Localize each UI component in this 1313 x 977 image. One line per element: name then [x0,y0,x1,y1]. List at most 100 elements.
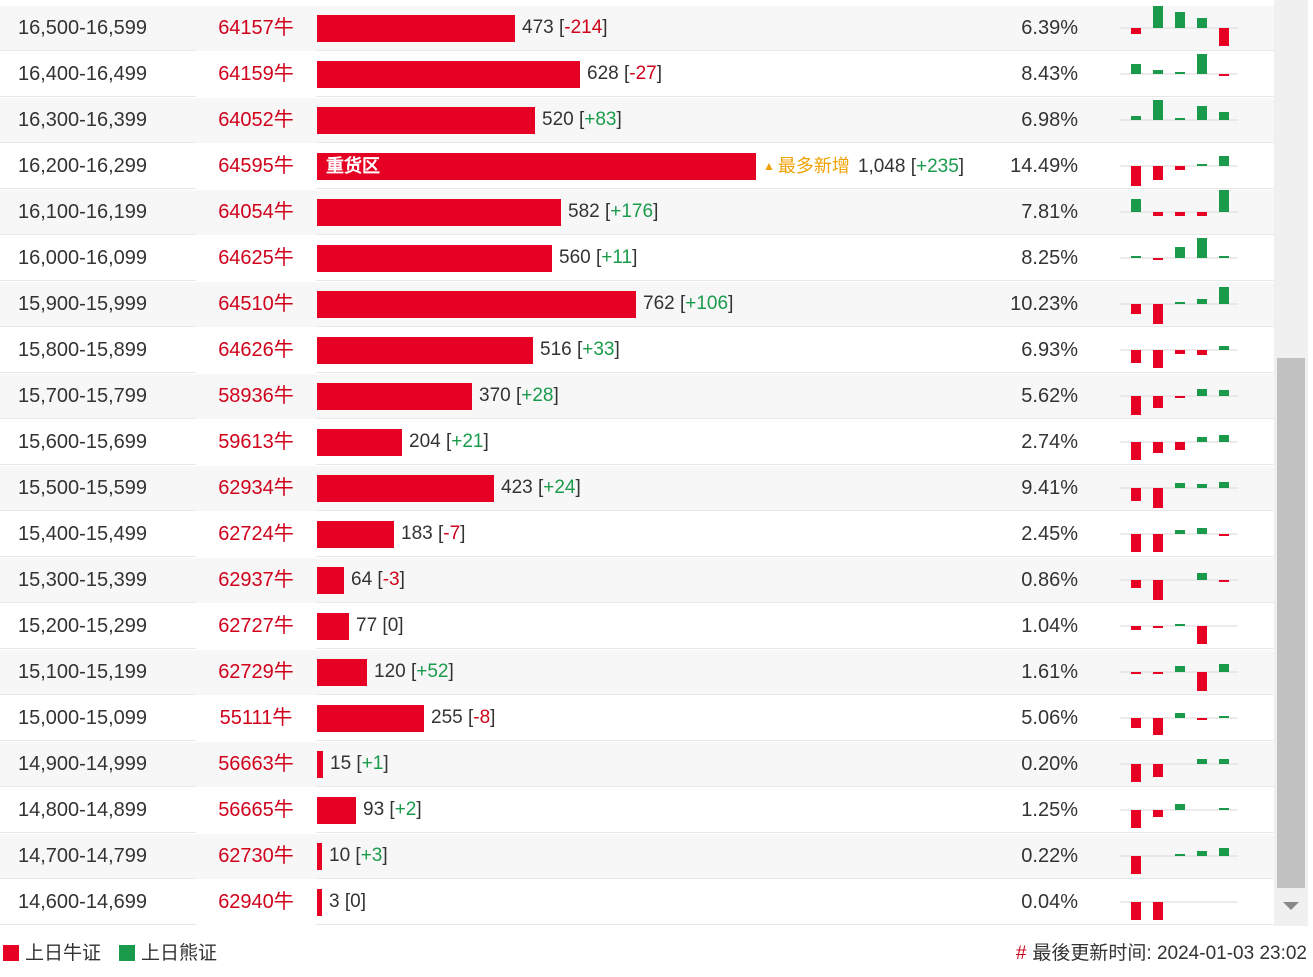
cbbc-code-link[interactable]: 62729牛 [196,650,316,695]
sparkline-bar [1175,302,1185,304]
sparkline-bar [1131,764,1141,782]
trend-sparkline [1120,156,1238,186]
cbbc-code-link[interactable]: 56663牛 [196,742,316,787]
count-change: +33 [582,339,615,360]
trend-sparkline [1120,287,1238,324]
table-row[interactable]: 14,600-14,699 62940牛 3 [0] 0.04% [0,880,1274,925]
sparkline-bar [1131,488,1141,501]
cbbc-code-link[interactable]: 64510牛 [196,282,316,327]
trend-sparkline [1120,624,1238,644]
strike-range: 15,400-15,499 [18,523,148,545]
vertical-scrollbar[interactable] [1274,0,1308,926]
table-row[interactable]: 15,500-15,599 62934牛 423 [+24] 9.41% [0,466,1274,511]
sparkline-bar [1175,854,1185,856]
trend-sparkline [1120,573,1238,600]
sparkline-bar [1175,212,1185,216]
cbbc-code-link[interactable]: 64054牛 [196,190,316,235]
cbbc-code-link[interactable]: 62724牛 [196,512,316,557]
percentage: 5.06% [1021,707,1078,729]
sparkline-bar [1131,166,1141,186]
count-change: -8 [473,707,491,728]
volume-bar-cell: 64 [-3] [317,567,1017,594]
sparkline-bar [1197,484,1207,488]
table-row[interactable]: 15,800-15,899 64626牛 516 [+33] 6.93% [0,328,1274,373]
table-row[interactable]: 16,400-16,499 64159牛 628 [-27] 8.43% [0,52,1274,97]
cbbc-code-link[interactable]: 59613牛 [196,420,316,465]
cbbc-code-link[interactable]: 64626牛 [196,328,316,373]
legend-bull: 上日牛证 [3,938,101,965]
cbbc-code-link[interactable]: 56665牛 [196,788,316,833]
table-row[interactable]: 15,600-15,699 59613牛 204 [+21] 2.74% [0,420,1274,465]
table-row[interactable]: 14,700-14,799 62730牛 10 [+3] 0.22% [0,834,1274,879]
sparkline-bar [1175,350,1185,354]
scroll-down-arrow-icon[interactable] [1283,902,1299,910]
table-row[interactable]: 16,300-16,399 64052牛 520 [+83] 6.98% [0,98,1274,143]
count-change: -214 [564,17,603,38]
volume-value: 520 [+83] [542,109,622,130]
volume-value: 204 [+21] [409,431,489,452]
cbbc-code-link[interactable]: 64625牛 [196,236,316,281]
percentage: 6.98% [1021,109,1078,131]
sparkline-bar [1197,573,1207,580]
sparkline-bar [1219,346,1229,350]
cbbc-code-link[interactable]: 62934牛 [196,466,316,511]
cbbc-code-link[interactable]: 58936牛 [196,374,316,419]
volume-value: 473 [-214] [522,17,608,38]
trend-sparkline [1120,389,1238,415]
table-row[interactable]: 15,700-15,799 58936牛 370 [+28] 5.62% [0,374,1274,419]
table-row[interactable]: 14,800-14,899 56665牛 93 [+2] 1.25% [0,788,1274,833]
sparkline-bar [1131,28,1141,34]
table-row[interactable]: 15,200-15,299 62727牛 77 [0] 1.04% [0,604,1274,649]
count-change: -27 [629,63,657,84]
volume-bar-cell: 77 [0] [317,613,1017,640]
table-row[interactable]: 15,900-15,999 64510牛 762 [+106] 10.23% [0,282,1274,327]
percentage: 14.49% [1010,155,1078,177]
count-number: 582 [568,201,600,222]
cbbc-code-link[interactable]: 62937牛 [196,558,316,603]
volume-bar [317,521,394,548]
table-row[interactable]: 16,000-16,099 64625牛 560 [+11] 8.25% [0,236,1274,281]
volume-bar-cell: 628 [-27] [317,61,1017,88]
table-row[interactable]: 15,000-15,099 55111牛 255 [-8] 5.06% [0,696,1274,741]
table-row[interactable]: 15,100-15,199 62729牛 120 [+52] 1.61% [0,650,1274,695]
strike-range: 15,100-15,199 [18,661,148,683]
cbbc-code-link[interactable]: 62940牛 [196,880,316,925]
sparkline-bar [1153,672,1163,674]
cbbc-code-link[interactable]: 64595牛 [196,144,316,189]
cbbc-code-link[interactable]: 64159牛 [196,52,316,97]
strike-range: 14,600-14,699 [18,891,148,913]
cbbc-code-link[interactable]: 64052牛 [196,98,316,143]
sparkline-bar [1197,54,1207,74]
sparkline-bar [1131,810,1141,828]
table-row[interactable]: 15,400-15,499 62724牛 183 [-7] 2.45% [0,512,1274,557]
table-row[interactable]: 14,900-14,999 56663牛 15 [+1] 0.20% [0,742,1274,787]
table-row[interactable]: 16,100-16,199 64054牛 582 [+176] 7.81% [0,190,1274,235]
scrollbar-thumb[interactable] [1277,358,1305,888]
trend-sparkline [1120,901,1238,920]
sparkline-bar [1219,190,1229,212]
sparkline-bar [1175,118,1185,120]
cbbc-code-link[interactable]: 62730牛 [196,834,316,879]
sparkline-bar [1131,64,1141,74]
volume-bar-cell: 93 [+2] [317,797,1017,824]
volume-bar [317,61,580,88]
volume-value: 370 [+28] [479,385,559,406]
cbbc-code-link[interactable]: 62727牛 [196,604,316,649]
sparkline-bar [1153,304,1163,324]
cbbc-code-link[interactable]: 55111牛 [196,696,316,741]
volume-value: ▲ 最多新增 1,048 [+235] [763,156,965,177]
sparkline-bar [1219,112,1229,120]
table-row[interactable]: 16,500-16,599 64157牛 473 [-214] 6.39% [0,6,1274,51]
table-row[interactable]: 16,200-16,299 64595牛 重货区 ▲ 最多新增 1,048 [+235] 1… [0,144,1274,189]
volume-bar [317,15,515,42]
count-number: 15 [330,753,352,774]
percentage: 2.45% [1021,523,1078,545]
sparkline-bar [1153,764,1163,777]
cbbc-code-link[interactable]: 64157牛 [196,6,316,51]
sparkline-bar [1131,199,1141,212]
sparkline-bar [1197,626,1207,644]
sparkline-bar [1131,580,1141,588]
volume-value: 120 [+52] [374,661,454,682]
table-row[interactable]: 15,300-15,399 62937牛 64 [-3] 0.86% [0,558,1274,603]
sparkline-bar [1131,626,1141,630]
